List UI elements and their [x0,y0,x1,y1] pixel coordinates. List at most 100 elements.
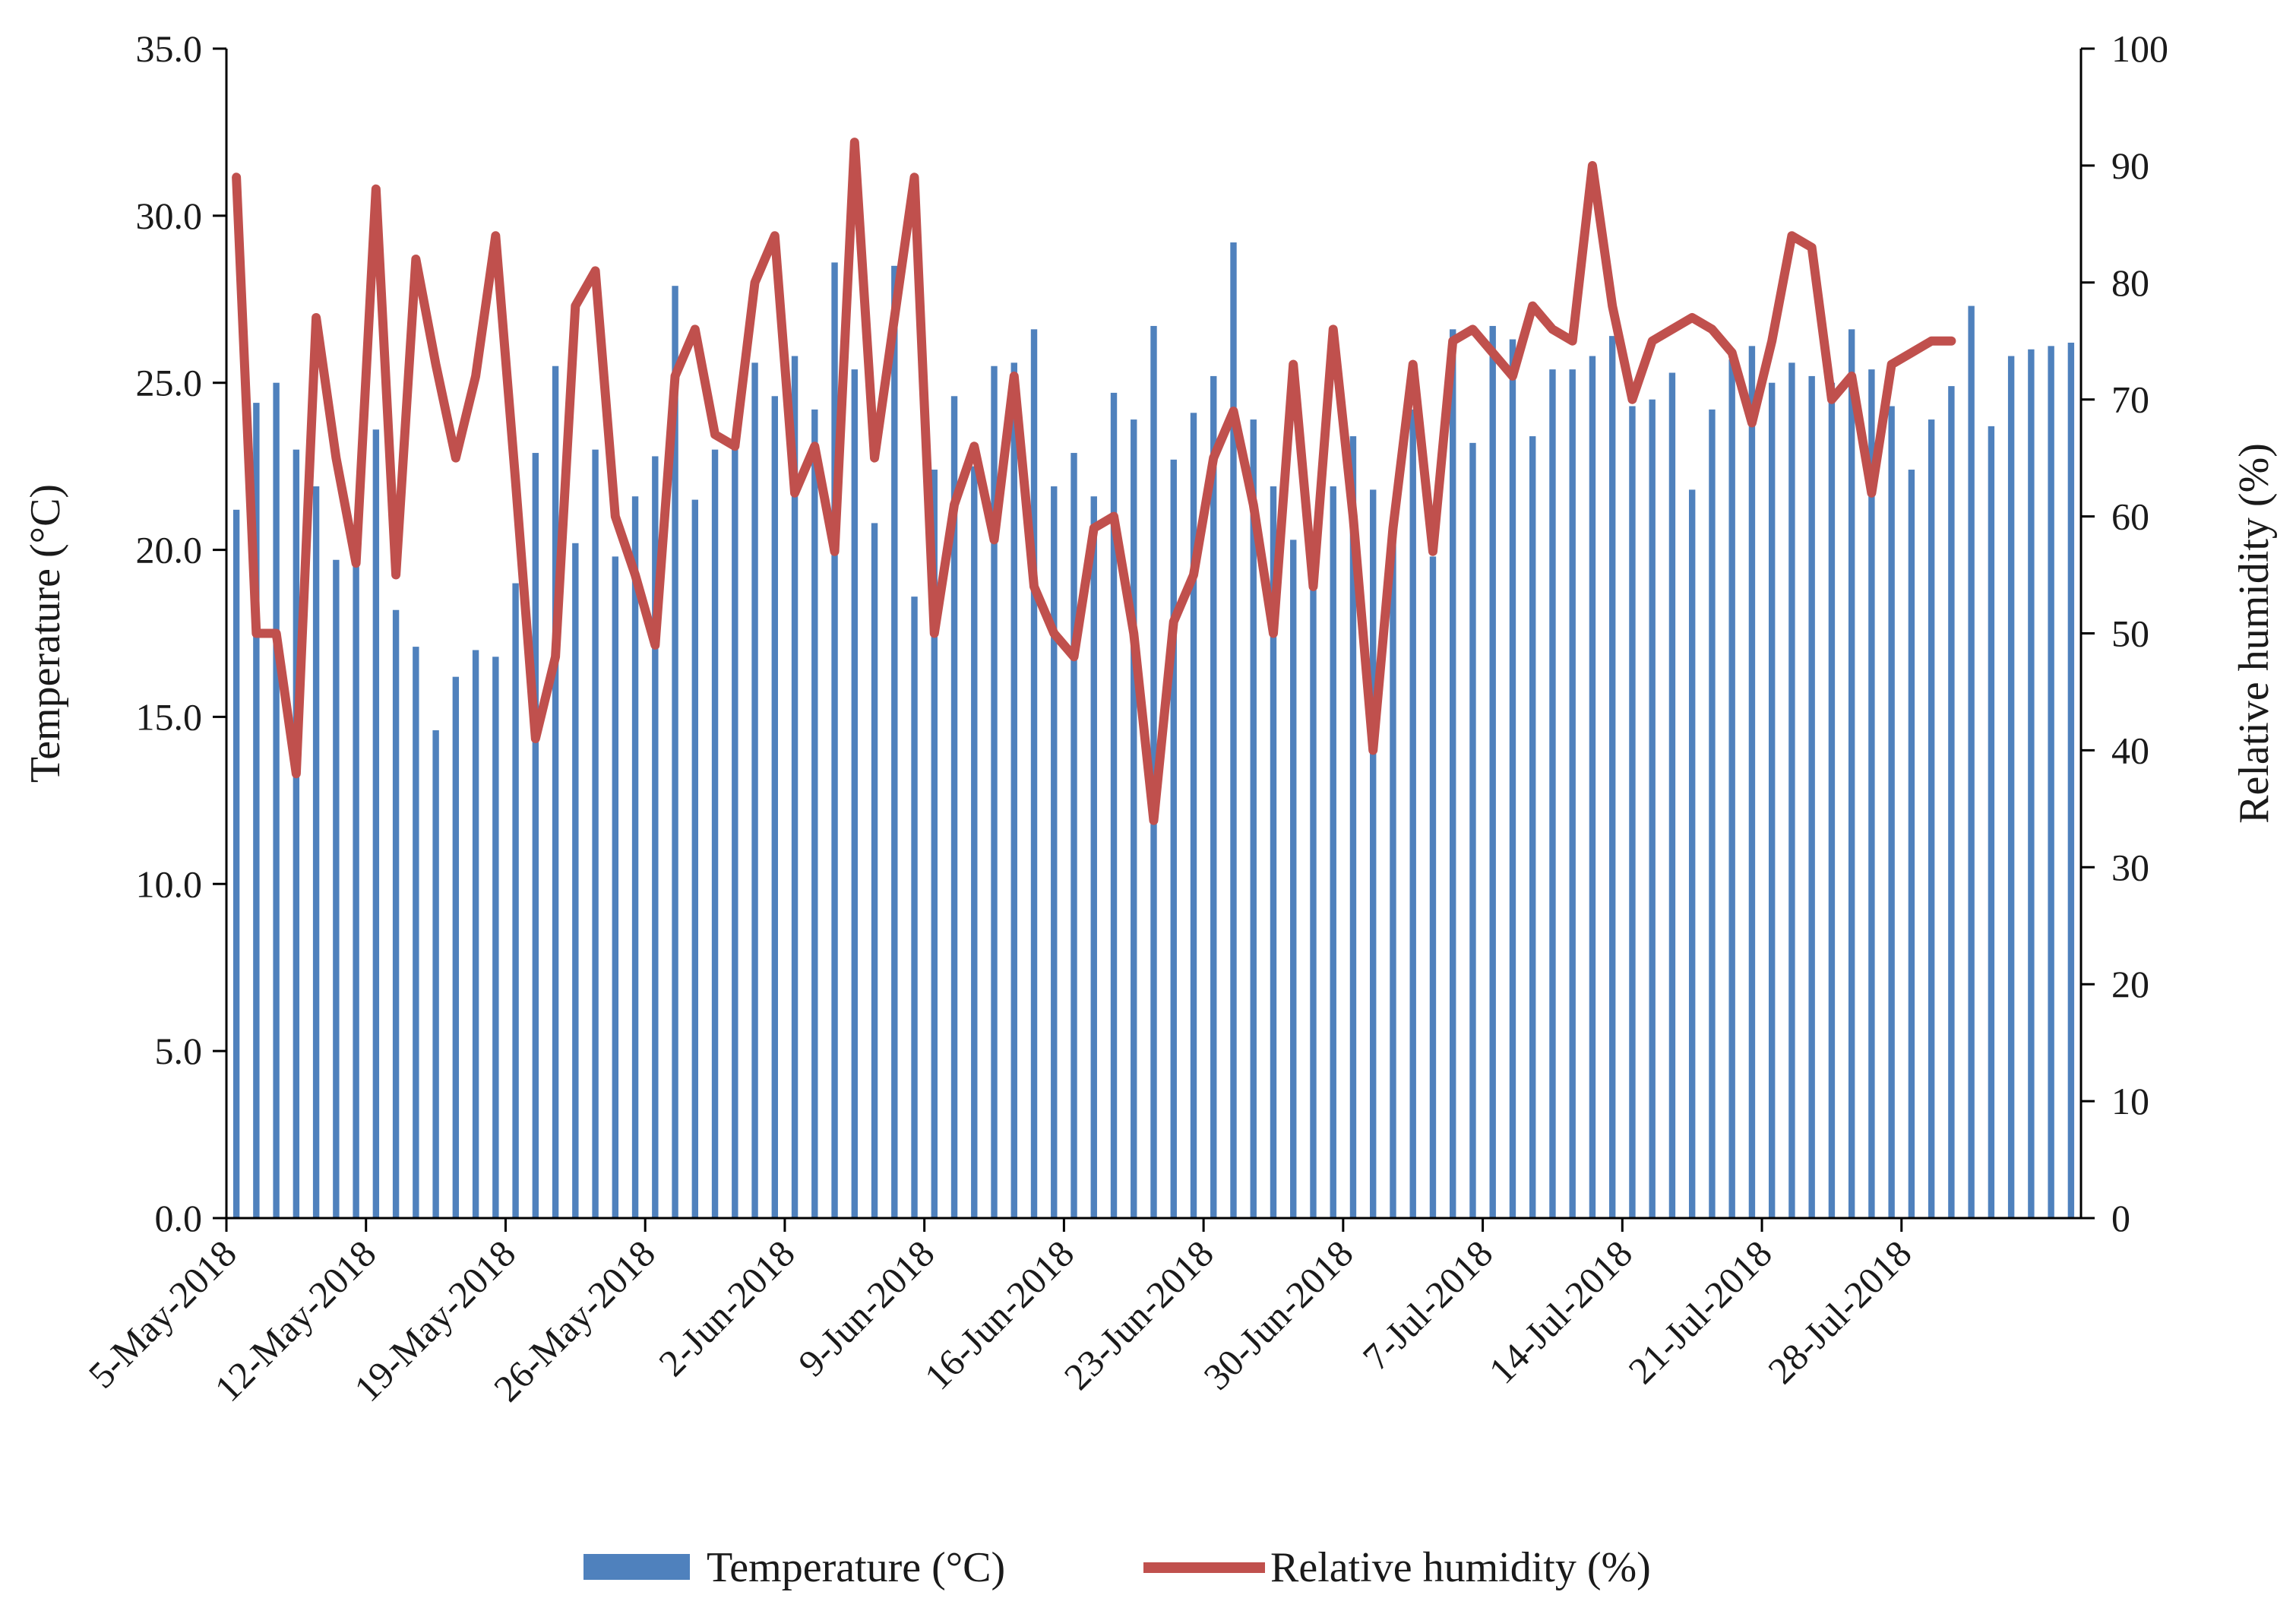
right-y-tick-label: 60 [2111,495,2149,538]
temperature-bar [2007,356,2015,1218]
axes [213,47,2095,1232]
temperature-bar [1409,409,1416,1218]
temperature-bar [1828,382,1836,1219]
temperature-bar [1649,399,1656,1219]
right-y-tick-label: 40 [2111,729,2149,771]
temperature-bar [1908,470,1915,1218]
temperature-bar [1948,386,1955,1218]
temperature-bar [1509,339,1516,1218]
temperature-bar [1150,325,1157,1219]
temperature-bar [732,436,738,1218]
temperature-bar [1489,325,1496,1219]
left-y-axis-title: Temperature (°C) [22,484,69,783]
temperature-bar [1848,329,1855,1218]
temperature-bar [1888,406,1895,1218]
temperature-bar [1968,305,1975,1219]
temperature-bar [851,369,858,1218]
temperature-bar [971,466,978,1218]
temperature-bar [353,556,359,1218]
temperature-bar [1110,392,1118,1219]
x-tick-label: 21-Jul-2018 [1620,1232,1779,1391]
temperature-bar [1030,329,1038,1218]
temperature-bar [1868,369,1875,1218]
temperature-bar [592,449,599,1218]
temperature-bar [392,609,400,1218]
temperature-bar [1549,369,1556,1218]
left-y-tick-label: 15.0 [136,695,203,738]
temperature-bar [1071,453,1077,1218]
x-tick-label: 2-Jun-2018 [650,1232,803,1385]
temperature-bar [1988,426,1995,1218]
temperature-bar [1370,489,1377,1218]
temperature-bar [572,543,579,1218]
left-y-tick-label: 35.0 [136,27,203,70]
temperature-bar [232,509,240,1218]
axis-labels: 0.0 5.0 10.0 15.0 20.0 25.0 30.0 35.0 0 10 20 30 40 5… [22,27,2278,1410]
x-tick-label: 30-Jun-2018 [1195,1232,1361,1397]
temperature-bar [1469,442,1476,1218]
temperature-bar [1569,369,1576,1218]
temperature-bar [2048,346,2054,1219]
temperature-bar [492,657,499,1218]
temperature-bar [532,453,539,1218]
left-y-tick-label: 0.0 [155,1197,203,1239]
right-y-tick-label: 0 [2111,1197,2130,1239]
temperature-bar [472,650,479,1218]
temperature-bar [1349,436,1357,1218]
right-y-tick-label: 80 [2111,261,2149,304]
x-tick-label: 23-Jun-2018 [1056,1232,1222,1397]
temperature-bar [612,556,619,1218]
temperature-bar [1788,362,1795,1219]
temperature-bar [691,499,699,1218]
right-y-tick-label: 10 [2111,1080,2149,1122]
temperature-bar [1589,356,1596,1218]
temperature-bar [1170,459,1177,1218]
temperature-bar [672,286,678,1219]
right-y-tick-label: 50 [2111,612,2149,655]
right-y-tick-label: 90 [2111,144,2149,187]
temperature-bar [1768,382,1776,1219]
left-y-tick-label: 30.0 [136,195,203,237]
temperature-bar [372,429,380,1218]
temperature-bar [711,449,719,1218]
temperature-bar [1928,419,1935,1218]
humidity-line-layer [232,138,1956,825]
temperature-bar [891,265,898,1218]
legend: Temperature (°C) Relative humidity (%) [583,1544,1651,1591]
temperature-bar [312,486,320,1218]
temperature-bar [552,366,559,1219]
temperature-bar [791,356,799,1218]
temperature-bar [1131,419,1137,1218]
temperature-bar [1390,523,1396,1218]
temperature-bar [452,676,460,1218]
temperature-bar [413,647,419,1218]
temperature-bar [1010,362,1017,1219]
temperature-bar [1629,406,1636,1218]
x-tick-label: 14-Jul-2018 [1481,1232,1640,1391]
x-tick-label: 16-Jun-2018 [916,1232,1082,1397]
temperature-bar [1090,496,1097,1218]
temperature-bar [1310,549,1317,1218]
left-y-tick-label: 10.0 [136,862,203,905]
right-y-tick-label: 100 [2111,27,2168,70]
temperature-bar [432,730,439,1218]
temperature-bar [1429,556,1437,1218]
temperature-bar [991,366,998,1219]
right-y-tick-label: 70 [2111,378,2149,421]
temperature-bar [1210,375,1217,1218]
temperature-bar [1529,436,1536,1218]
temperature-bar [751,362,758,1219]
temperature-bar [771,396,778,1218]
x-tick-label: 28-Jul-2018 [1760,1232,1919,1391]
temperature-bar [2028,349,2035,1218]
temperature-bar [273,382,280,1219]
temperature-bar [333,559,340,1218]
temperature-bar [1330,486,1336,1218]
temperature-bar [253,403,260,1218]
temperature-bar [1608,336,1616,1218]
temperature-bar [831,262,838,1218]
left-y-tick-label: 25.0 [136,362,203,404]
temperature-bar [512,583,519,1218]
legend-temperature-label: Temperature (°C) [707,1544,1005,1591]
